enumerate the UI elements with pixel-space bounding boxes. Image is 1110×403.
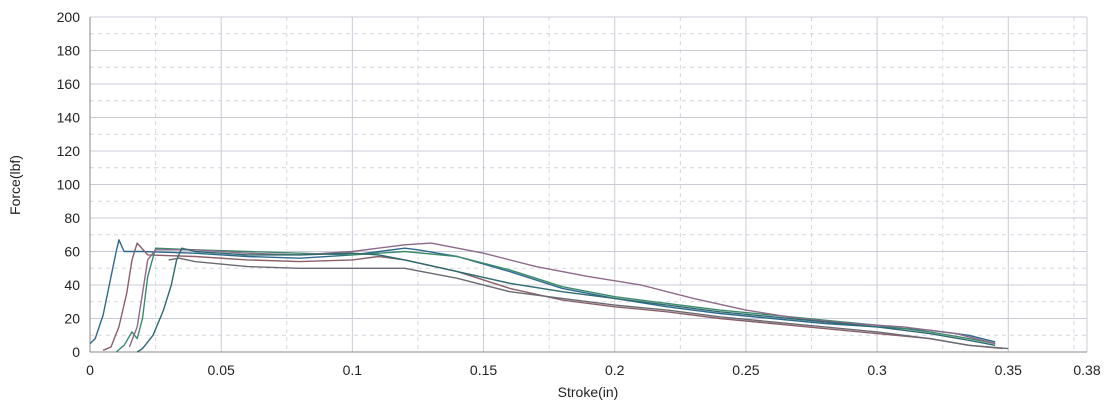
y-tick-label: 0: [72, 344, 80, 360]
x-tick-label: 0.38: [1073, 362, 1100, 378]
y-tick-label: 100: [57, 177, 81, 193]
y-tick-label: 40: [64, 277, 80, 293]
x-tick-label: 0.05: [208, 362, 235, 378]
y-tick-label: 120: [57, 143, 81, 159]
y-tick-label: 160: [57, 76, 81, 92]
y-tick-label: 180: [57, 43, 81, 59]
series-line-3: [115, 247, 996, 353]
x-tick-labels: 0 0.05 0.1 0.15 0.2 0.25 0.3 0.35 0.38: [86, 362, 1101, 378]
y-tick-label: 80: [64, 210, 80, 226]
series-lines: [89, 239, 1009, 353]
y-tick-label: 200: [57, 9, 81, 25]
y-tick-label: 140: [57, 110, 81, 126]
series-line-5: [136, 247, 996, 353]
x-tick-label: 0.3: [867, 362, 887, 378]
series-line-1: [89, 239, 996, 345]
axes: [89, 17, 1087, 353]
x-tick-label: 0.35: [995, 362, 1022, 378]
x-axis-label: Stroke(in): [558, 384, 619, 400]
x-tick-label: 0.15: [470, 362, 497, 378]
x-tick-label: 0.25: [732, 362, 759, 378]
series-line-4: [128, 242, 996, 348]
x-tick-label: 0.2: [605, 362, 625, 378]
x-tick-label: 0: [86, 362, 94, 378]
y-tick-label: 20: [64, 311, 80, 327]
y-tick-label: 60: [64, 244, 80, 260]
y-tick-labels: 0 20 40 60 80 100 120 140 160 180 200: [57, 9, 81, 360]
x-tick-label: 0.1: [343, 362, 363, 378]
y-axis-label: Force(lbf): [7, 155, 23, 215]
series-line-6: [168, 257, 1009, 350]
